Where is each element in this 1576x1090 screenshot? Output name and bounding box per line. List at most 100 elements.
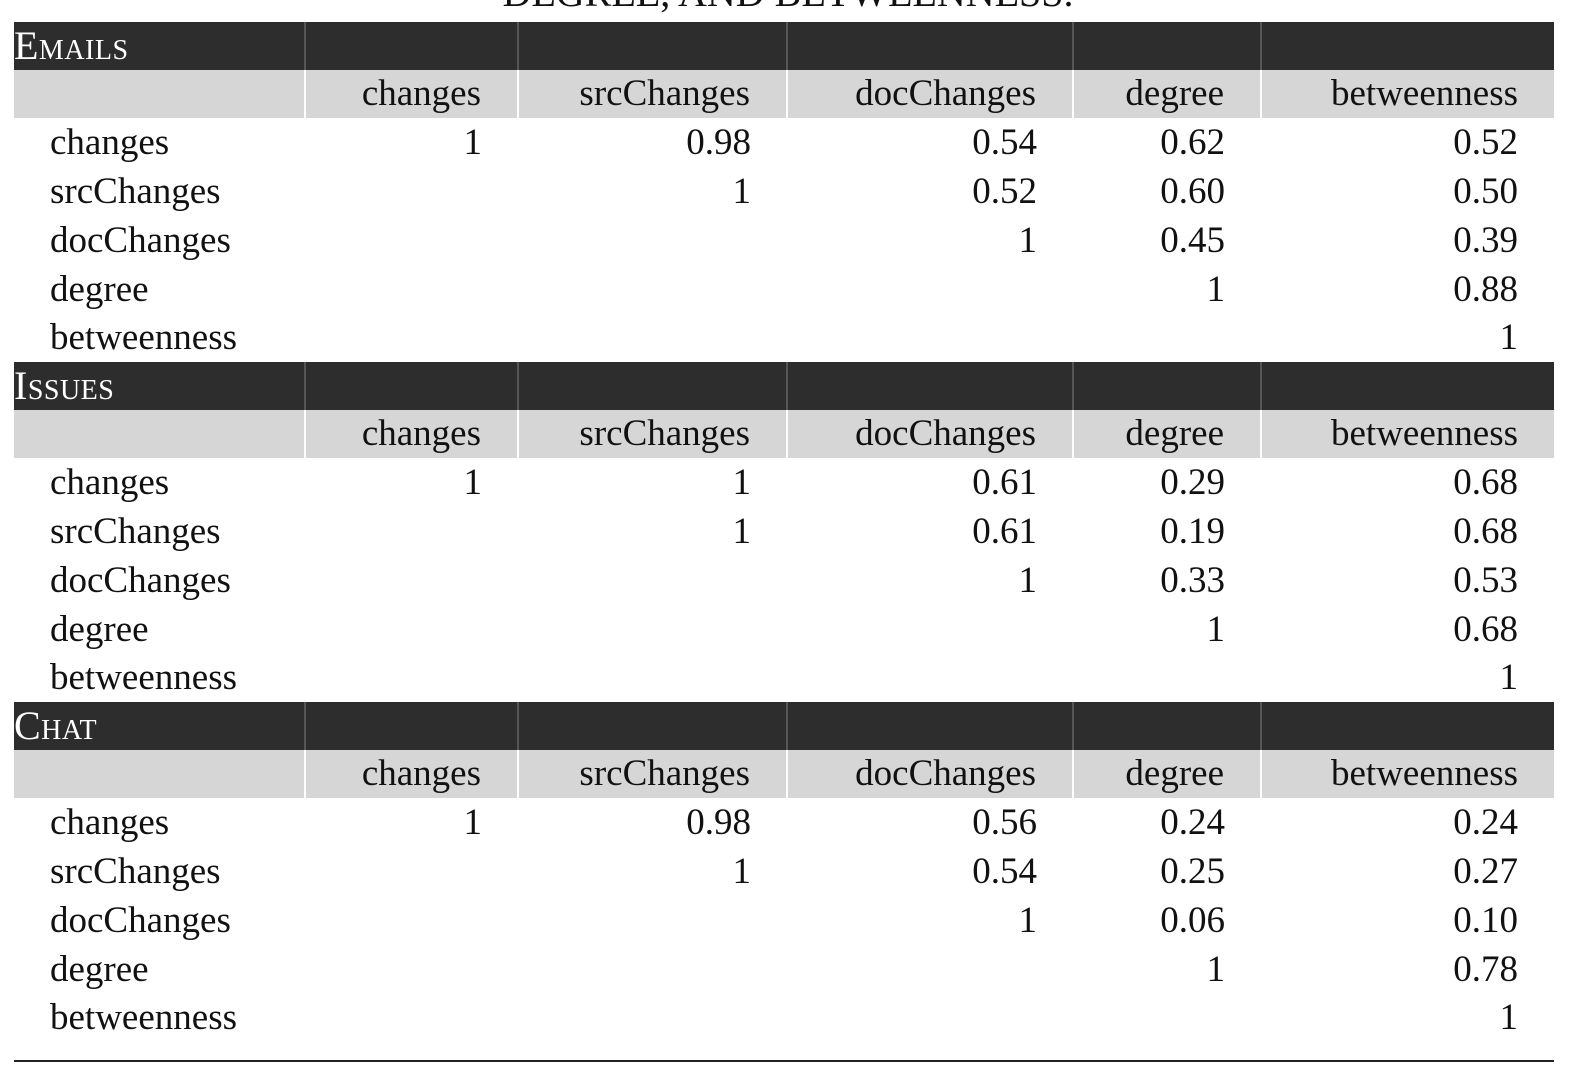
- table-row: docChanges 1 0.06 0.10: [14, 896, 1554, 945]
- table-cell: [518, 945, 787, 994]
- table-row: changes 1 0.98 0.54 0.62 0.52: [14, 118, 1554, 167]
- row-label: betweenness: [50, 317, 237, 358]
- section-title-filler-cell: [304, 22, 518, 70]
- table-cell: [787, 265, 1073, 314]
- table-cell: 0.19: [1160, 511, 1225, 552]
- row-label: changes: [50, 802, 170, 843]
- table-cell: 0.53: [1453, 560, 1518, 601]
- table-cell: 1: [732, 171, 752, 212]
- column-header: srcChanges: [517, 410, 787, 458]
- table-cell: 0.98: [686, 122, 751, 163]
- table-cell: 1: [1499, 997, 1519, 1038]
- table-row: betweenness 1: [14, 994, 1554, 1042]
- table-cell: 0.78: [1453, 949, 1518, 990]
- section-title-filler-cell: [517, 22, 787, 70]
- row-label: degree: [50, 949, 149, 990]
- table-row: docChanges 1 0.45 0.39: [14, 216, 1554, 265]
- section-title: Chat: [14, 702, 305, 750]
- table-cell: 1: [463, 802, 483, 843]
- table-cell: [518, 265, 787, 314]
- column-header-corner: [14, 410, 305, 458]
- table-cell: 0.06: [1160, 900, 1225, 941]
- table-row: changes 1 0.98 0.56 0.24 0.24: [14, 798, 1554, 847]
- row-label: betweenness: [50, 657, 237, 698]
- table-row: degree 1 0.68: [14, 605, 1554, 654]
- column-header: changes: [304, 750, 518, 798]
- section-title-filler-cell: [786, 22, 1073, 70]
- table-cell: 1: [1206, 269, 1226, 310]
- table-cell: 1: [1018, 220, 1038, 261]
- table-row: docChanges 1 0.33 0.53: [14, 556, 1554, 605]
- row-label: srcChanges: [50, 851, 221, 892]
- table-cell: [305, 265, 518, 314]
- table-cell: 0.52: [972, 171, 1037, 212]
- table-cell: [518, 605, 787, 654]
- table-cell: [1073, 994, 1261, 1042]
- table-cell: [305, 314, 518, 362]
- row-label: degree: [50, 269, 149, 310]
- table-cell: [305, 896, 518, 945]
- section-title-filler-cell: [786, 702, 1073, 750]
- table-row: betweenness 1: [14, 654, 1554, 702]
- table-cell: 0.54: [972, 122, 1037, 163]
- section-title-filler-cell: [1072, 22, 1261, 70]
- table-cell: 1: [732, 462, 752, 503]
- column-header: changes: [304, 410, 518, 458]
- row-label: docChanges: [50, 220, 231, 261]
- section-title-filler-cell: [1072, 702, 1261, 750]
- section-title-filler-cell: [304, 362, 518, 410]
- column-header: betweenness: [1260, 70, 1554, 118]
- table-row: changes 1 1 0.61 0.29 0.68: [14, 458, 1554, 507]
- table-cell: 0.52: [1453, 122, 1518, 163]
- column-header-corner: [14, 70, 305, 118]
- table-cell: [1073, 314, 1261, 362]
- section-title-filler-cell: [304, 702, 518, 750]
- table-bottom-rule: [14, 1060, 1554, 1062]
- table-cell: 0.50: [1453, 171, 1518, 212]
- table-cell: 0.25: [1160, 851, 1225, 892]
- table-cell: 0.45: [1160, 220, 1225, 261]
- row-label: docChanges: [50, 560, 231, 601]
- table-cell: 0.98: [686, 802, 751, 843]
- section-title: Issues: [14, 362, 305, 410]
- table-cell: 1: [463, 462, 483, 503]
- table-cell: 1: [732, 511, 752, 552]
- row-label: degree: [50, 609, 149, 650]
- table-cell: 1: [732, 851, 752, 892]
- table-cell: [787, 605, 1073, 654]
- table-cell: 0.60: [1160, 171, 1225, 212]
- table-cell: [305, 945, 518, 994]
- section-title-filler-cell: [1260, 702, 1554, 750]
- table-cell: [518, 994, 787, 1042]
- table-cell: 0.56: [972, 802, 1037, 843]
- column-header: degree: [1072, 70, 1261, 118]
- table-row: srcChanges 1 0.54 0.25 0.27: [14, 847, 1554, 896]
- table-cell: [305, 216, 518, 265]
- section-title-filler-cell: [786, 362, 1073, 410]
- row-label: srcChanges: [50, 511, 221, 552]
- table-row: degree 1 0.88: [14, 265, 1554, 314]
- table-cell: 0.29: [1160, 462, 1225, 503]
- column-header: degree: [1072, 750, 1261, 798]
- row-label: docChanges: [50, 900, 231, 941]
- section-title-filler-cell: [1260, 22, 1554, 70]
- table-cell: [518, 314, 787, 362]
- table-cell: 0.62: [1160, 122, 1225, 163]
- table-cell: 0.68: [1453, 609, 1518, 650]
- section-title-row: Issues: [14, 362, 1554, 410]
- section-title-filler-cell: [1072, 362, 1261, 410]
- section-title-filler-cell: [517, 702, 787, 750]
- table-cell: 0.10: [1453, 900, 1518, 941]
- column-header-corner: [14, 750, 305, 798]
- table-cell: [787, 994, 1073, 1042]
- table-cell: [1073, 654, 1261, 702]
- table-cell: [518, 896, 787, 945]
- column-header: degree: [1072, 410, 1261, 458]
- table-cell: [518, 216, 787, 265]
- table-row: betweenness 1: [14, 314, 1554, 362]
- table-cell: 0.88: [1453, 269, 1518, 310]
- table-cell: 1: [1499, 657, 1519, 698]
- table-cell: [305, 167, 518, 216]
- column-header-row: changes srcChanges docChanges degree between…: [14, 70, 1554, 118]
- column-header: srcChanges: [517, 750, 787, 798]
